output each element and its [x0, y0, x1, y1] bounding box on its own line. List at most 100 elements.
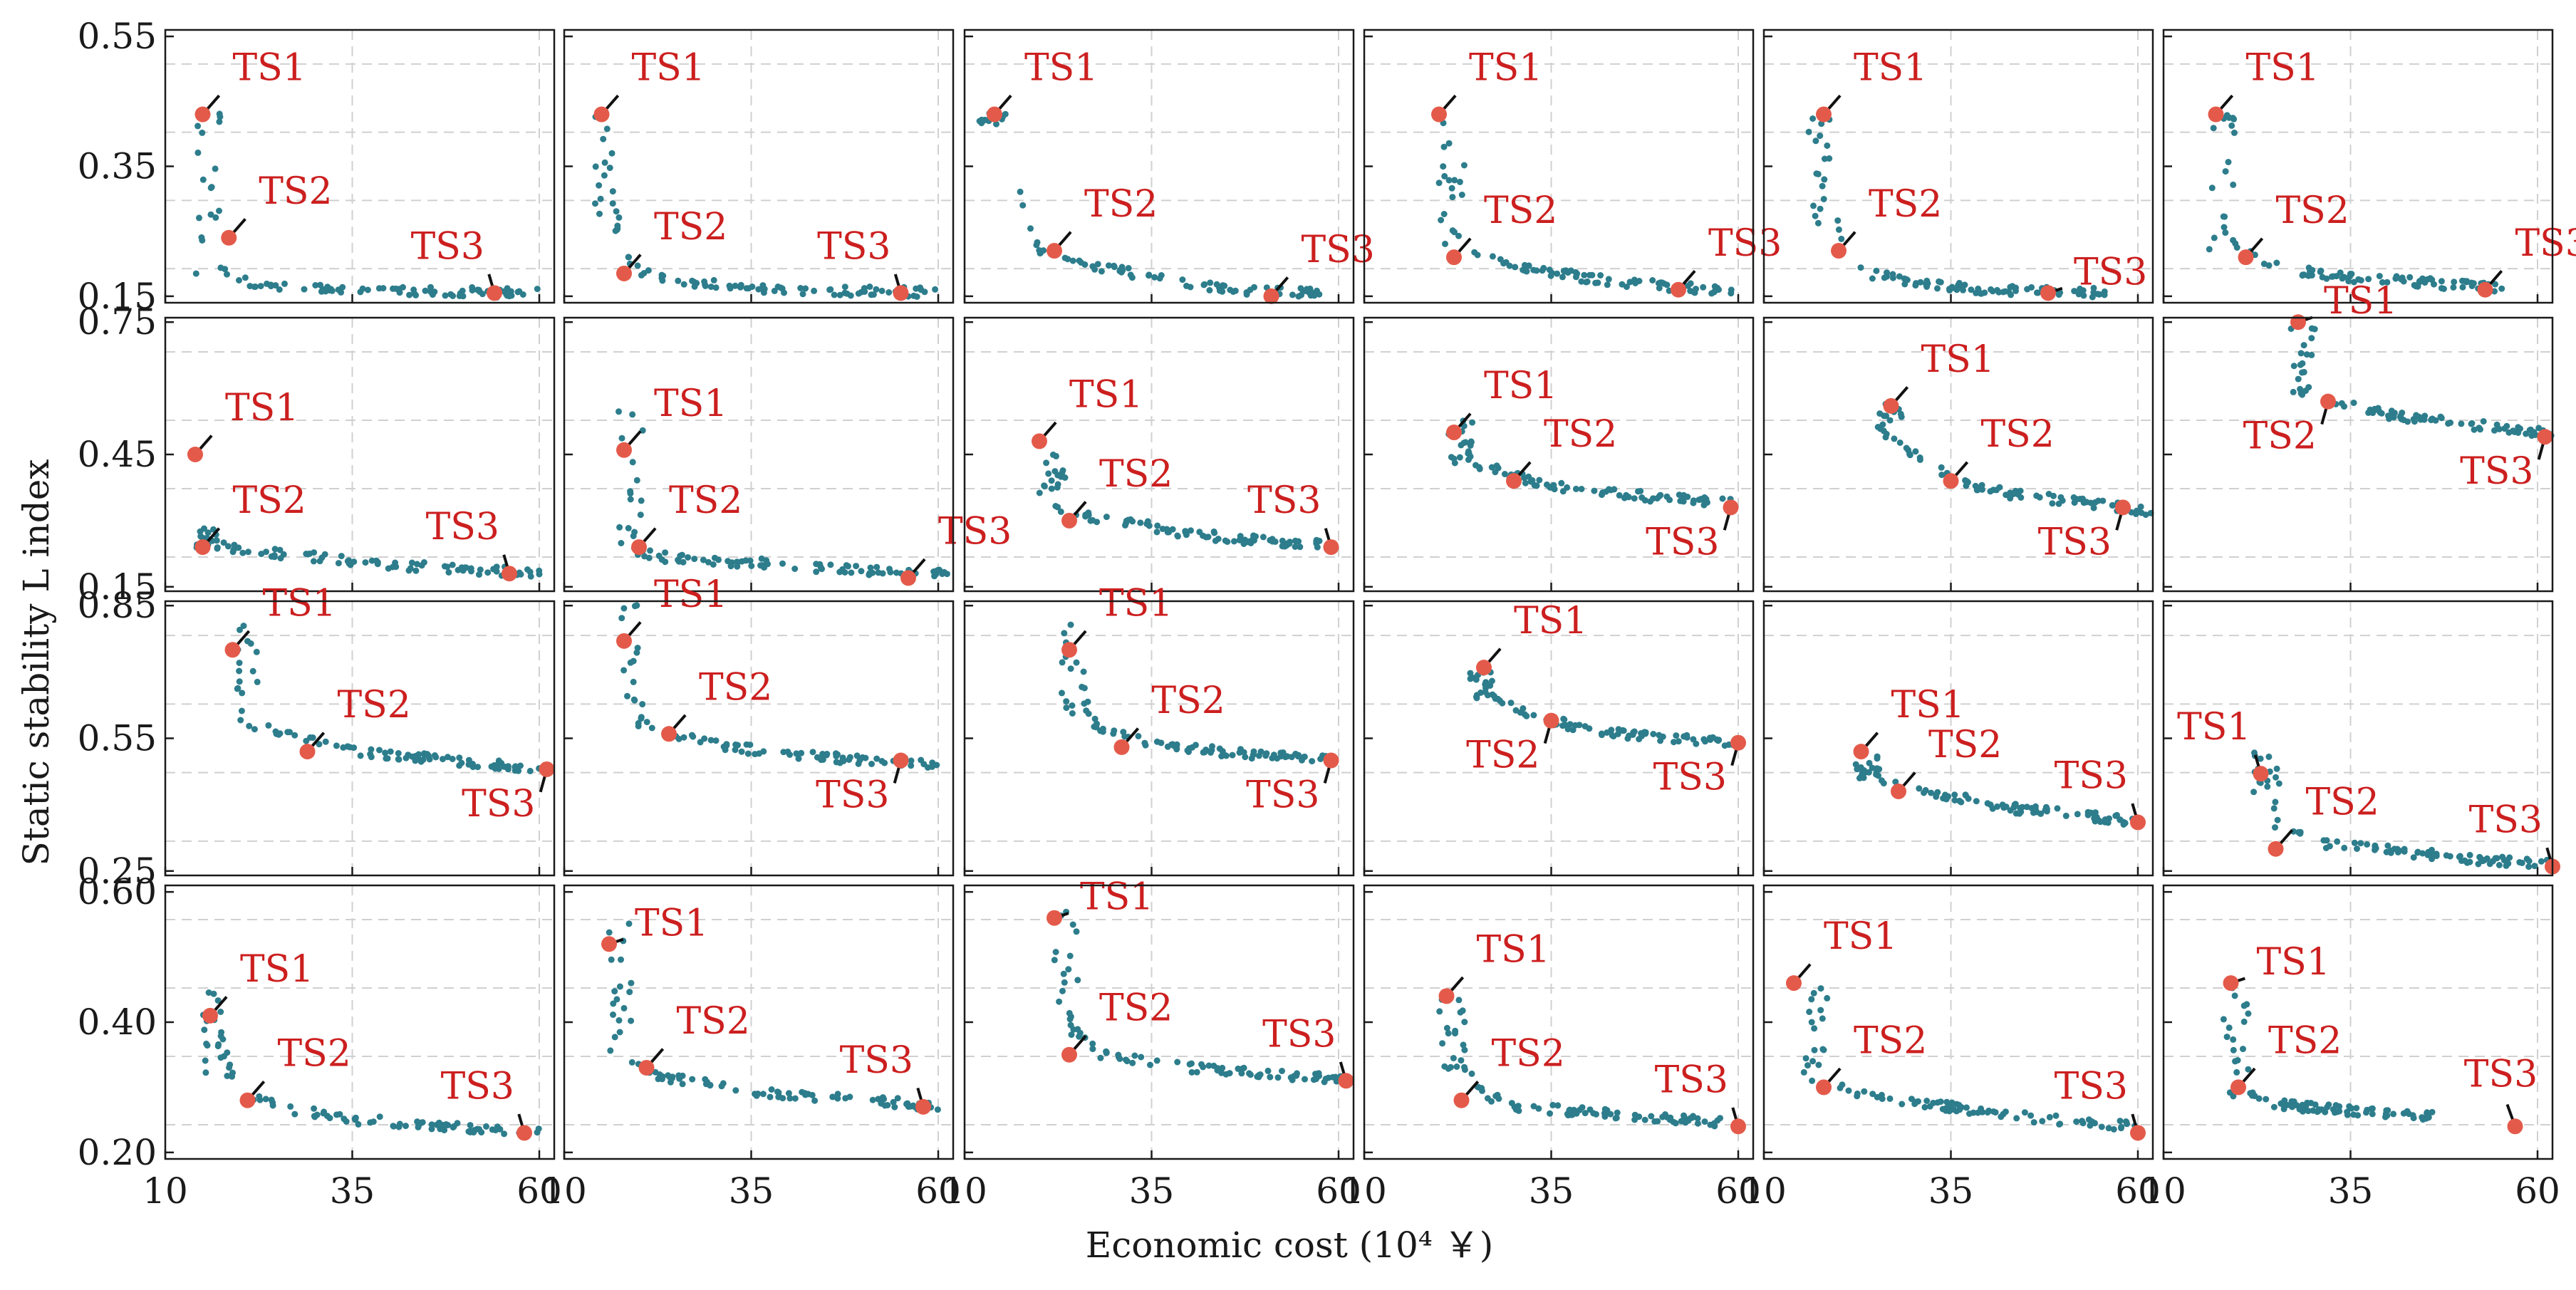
pareto-point	[2421, 416, 2428, 423]
pareto-point	[1992, 1109, 1999, 1116]
pareto-point	[1953, 1101, 1960, 1108]
pareto-point	[2222, 229, 2229, 236]
pareto-point	[1119, 267, 1126, 274]
pareto-point	[1218, 753, 1225, 760]
pareto-point	[2028, 284, 2035, 291]
pareto-point	[1659, 733, 1666, 740]
pareto-point	[1449, 194, 1456, 201]
pareto-point	[1470, 675, 1477, 682]
pareto-point	[1448, 454, 1455, 461]
pareto-point	[1462, 439, 1469, 446]
pareto-point	[648, 724, 655, 732]
ts-label: TS3	[1247, 479, 1321, 522]
pareto-point	[1810, 202, 1817, 209]
pareto-point	[1475, 1084, 1482, 1091]
pareto-point	[2092, 1120, 2098, 1127]
pareto-point	[1048, 477, 1055, 484]
pareto-point	[1438, 217, 1445, 224]
pareto-point	[700, 556, 707, 563]
pareto-point	[1239, 1065, 1246, 1072]
pareto-point	[2118, 1123, 2125, 1130]
pareto-point	[1936, 278, 1943, 285]
pareto-point	[1531, 482, 1538, 489]
pareto-point	[1525, 262, 1532, 269]
pareto-point	[845, 563, 851, 570]
pareto-point	[2305, 1108, 2312, 1115]
pareto-point	[2483, 855, 2491, 862]
pareto-point	[631, 697, 638, 704]
pareto-point	[707, 737, 715, 744]
pareto-point	[405, 751, 412, 759]
pareto-point	[799, 291, 806, 298]
pareto-point	[402, 1123, 409, 1130]
pareto-point	[1097, 1054, 1104, 1061]
ts-label: TS3	[840, 1039, 913, 1082]
pareto-point	[2297, 350, 2305, 357]
pareto-point	[1690, 497, 1697, 504]
y-tick-label: 0.85	[78, 585, 157, 626]
pareto-point	[1614, 731, 1621, 737]
typical-solution-point	[516, 1125, 532, 1141]
pareto-point	[1158, 739, 1165, 747]
pareto-point	[866, 570, 873, 577]
pareto-point	[2295, 828, 2302, 836]
pareto-point	[462, 564, 469, 571]
pareto-point	[802, 285, 809, 292]
pareto-point	[1572, 274, 1579, 281]
ts-label: TS3	[2074, 251, 2147, 293]
pareto-point	[771, 287, 778, 294]
pareto-point	[1564, 484, 1571, 491]
pareto-point	[1452, 1027, 1459, 1034]
pareto-point	[1069, 702, 1076, 709]
pareto-point	[1530, 266, 1537, 274]
pareto-point	[2413, 412, 2420, 419]
pareto-point	[1694, 1120, 1701, 1127]
typical-solution-point	[616, 442, 632, 458]
pareto-point	[192, 270, 199, 277]
pareto-point	[467, 565, 474, 572]
pareto-point	[320, 1110, 327, 1117]
pareto-point	[1131, 1052, 1138, 1059]
pareto-point	[2050, 492, 2057, 499]
pareto-point	[2365, 276, 2372, 283]
pareto-point	[1523, 712, 1530, 719]
pareto-point	[1928, 789, 1935, 796]
pareto-point	[2526, 427, 2533, 434]
x-tick-label: 60	[1316, 1170, 1361, 1212]
pareto-point	[940, 568, 947, 576]
ts-label: TS2	[1981, 413, 2055, 456]
pareto-point	[1604, 281, 1611, 288]
pareto-point	[1550, 482, 1557, 489]
pareto-point	[1657, 491, 1664, 499]
pareto-point	[2230, 1093, 2237, 1100]
pareto-point	[1560, 267, 1567, 274]
pareto-point	[2273, 765, 2280, 772]
pareto-point	[2390, 1110, 2397, 1118]
pareto-point	[1236, 536, 1243, 543]
pareto-point	[1854, 766, 1861, 773]
typical-solution-point	[638, 1060, 655, 1076]
ts-label: TS2	[654, 206, 727, 249]
y-tick-label: 0.15	[78, 276, 157, 317]
pareto-point	[1252, 533, 1259, 540]
pareto-point	[1917, 279, 1924, 286]
pareto-point	[616, 1029, 623, 1036]
pareto-point	[777, 284, 784, 291]
pareto-point	[2468, 420, 2475, 427]
pareto-point	[620, 667, 628, 674]
pareto-point	[1461, 1046, 1468, 1054]
ts-label: TS1	[2246, 47, 2320, 90]
pareto-point	[775, 1089, 782, 1096]
pareto-point	[647, 547, 653, 554]
pareto-point	[1219, 748, 1226, 755]
pareto-point	[1559, 274, 1566, 281]
pareto-point	[1089, 263, 1096, 270]
pareto-point	[1963, 478, 1970, 485]
pareto-point	[760, 289, 767, 296]
pareto-point	[1445, 1065, 1452, 1072]
pareto-point	[908, 757, 915, 764]
pareto-point	[1811, 1025, 1818, 1032]
pareto-point	[1467, 670, 1474, 677]
pareto-point	[2098, 1123, 2105, 1130]
pareto-point	[645, 554, 653, 561]
